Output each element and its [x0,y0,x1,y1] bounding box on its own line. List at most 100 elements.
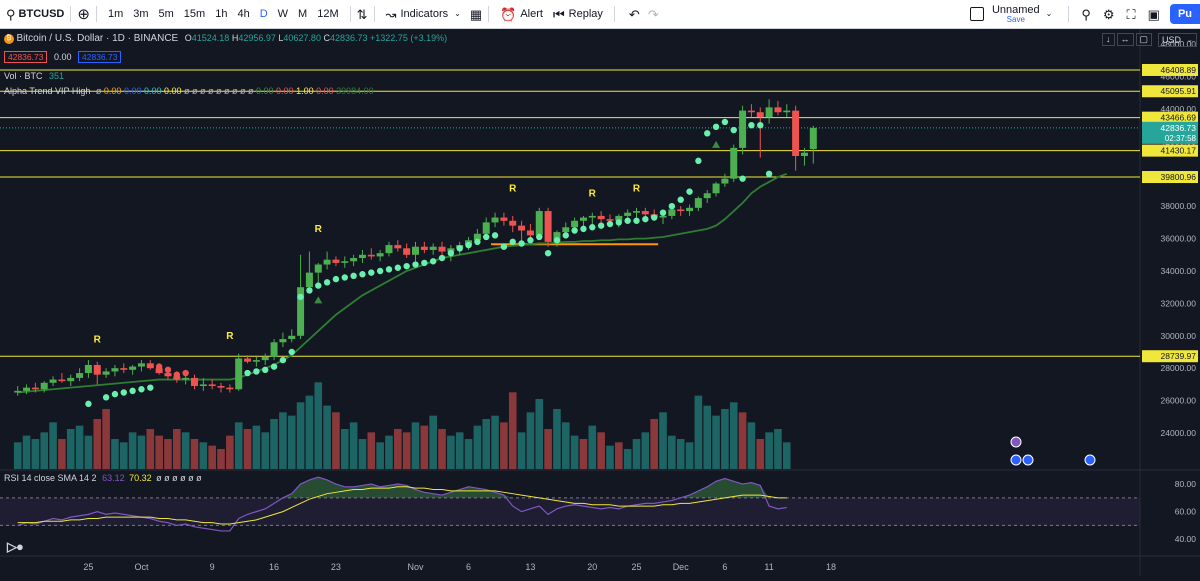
trail-dot [111,390,119,398]
time-tick-label: Oct [134,562,149,572]
undo-icon[interactable]: ↶ [628,6,640,22]
candle-body [473,233,481,241]
chevron-down-icon[interactable]: ⌄ [1045,9,1053,18]
symbol-search[interactable]: BTCUSD [18,8,65,20]
layout-icon[interactable] [969,7,984,21]
volume-bar [146,429,155,469]
rsi-rest-values: ø ø ø ø ø ø [156,473,202,483]
volume-bar [747,422,756,469]
layout-name-button[interactable]: Unnamed Save [992,4,1040,25]
volume-bar [685,442,694,469]
rsi-line [17,476,787,532]
alert-label: Alert [520,8,543,20]
candle-body [703,193,711,199]
time-tick-label: 9 [210,562,215,572]
volume-bar [40,432,49,469]
candle-body [385,245,393,254]
candle-body [208,384,216,387]
trail-dot [421,259,428,267]
fullscreen-icon[interactable]: ⛶ [1126,6,1136,22]
interval-w[interactable]: W [277,8,289,20]
event-icon[interactable] [1010,454,1022,466]
volume-bar [323,405,331,469]
volume-bar [217,449,225,469]
trail-dot [650,214,658,221]
time-tick-label: 25 [83,562,93,572]
quick-search-icon[interactable]: ⚲ [1081,6,1091,22]
candle-style-icon[interactable]: ⇅ [356,6,368,22]
candle-body [137,363,145,367]
interval-15m[interactable]: 15m [183,8,206,20]
interval-m[interactable]: M [298,8,308,20]
time-tick-label: 6 [466,562,471,572]
event-icon[interactable] [1022,454,1034,466]
trail-dot [589,224,596,231]
buy-price-badge[interactable]: 42836.73 [78,51,122,63]
rsi-overbought-fill [17,477,787,498]
event-icon[interactable] [1010,436,1022,448]
sell-price-badge[interactable]: 42836.73 [4,51,48,63]
volume-bar [473,425,482,469]
expand-icon[interactable]: ▢ [1135,33,1153,46]
candle-body [358,254,366,259]
alpha-trend-name: Alpha Trend VIP High [4,86,91,96]
trail-dot [412,261,419,268]
volume-bar [668,435,676,469]
interval-12m[interactable]: 12M [317,8,339,20]
level-price-tag [1142,85,1198,98]
candle-body [288,335,296,340]
volume-bar [579,439,588,469]
templates-icon[interactable]: ▦ [469,6,483,22]
interval-d[interactable]: D [259,8,268,20]
replay-button[interactable]: ⏮ Replay [548,0,608,28]
level-price-label: 43466.69 [1161,113,1197,123]
interval-1h[interactable]: 1h [215,8,228,20]
price-tick-label: 44000.00 [1161,104,1197,114]
compare-add-icon[interactable]: ⊕ [77,5,90,23]
arrows-icon[interactable]: ↔ [1116,33,1134,46]
pair-title: Bitcoin / U.S. Dollar · 1D · BINANCE [16,33,179,44]
volume-value: 351 [49,71,65,81]
divider [1068,6,1070,22]
trail-dot [518,240,525,247]
camera-icon[interactable]: ▣ [1147,6,1160,22]
indicators-label: Indicators [400,8,449,20]
interval-3m[interactable]: 3m [133,8,149,20]
settings-gear-icon[interactable]: ⚙ [1102,6,1115,22]
publish-button[interactable]: Pu [1169,4,1200,24]
trail-dot [297,293,304,301]
rsi-legend: RSI 14 close SMA 14 2 63.12 70.32 ø ø ø … [4,473,202,483]
arrow-down-icon[interactable]: ↓ [1102,33,1115,46]
price-tick-label: 32000.00 [1161,298,1197,308]
price-tick-label: 26000.00 [1161,396,1197,406]
price-tick-label: 48000.00 [1161,39,1197,49]
price-tick-label: 30000.00 [1161,331,1197,341]
rsi-tick-label: 80.00 [1175,479,1197,489]
rsi-tick-label: 40.00 [1175,534,1197,544]
candle-body [297,287,305,336]
currency-selector[interactable]: USD ⌄ [1158,33,1197,47]
volume-bar [305,395,314,469]
event-icon[interactable] [1084,454,1096,466]
volume-bar [234,422,243,469]
trail-dot [491,232,499,239]
candle-body [420,246,428,250]
interval-1m[interactable]: 1m [107,8,124,20]
alert-button[interactable]: ⏰ Alert [495,0,548,28]
candle-body [500,217,508,221]
indicators-button[interactable]: ↝ Indicators ⌄ [381,0,466,28]
interval-5m[interactable]: 5m [158,8,174,20]
candle-body [323,259,331,265]
chart-area[interactable]: RRRRRR48000.0046000.0044000.0042000.0040… [0,29,1200,576]
price-chart[interactable]: RRRRRR48000.0046000.0044000.0042000.0040… [0,29,1200,576]
volume-bar [597,432,605,469]
volume-bar [376,442,384,469]
trail-dot [757,122,764,129]
interval-4h[interactable]: 4h [237,8,250,20]
volume-bar [75,425,84,469]
search-icon[interactable]: ⚲ [6,6,16,22]
volume-bar [128,432,137,469]
price-tick-label: 36000.00 [1161,234,1197,244]
level-price-label: 39800.96 [1161,172,1197,182]
redo-icon: ↷ [647,6,659,22]
